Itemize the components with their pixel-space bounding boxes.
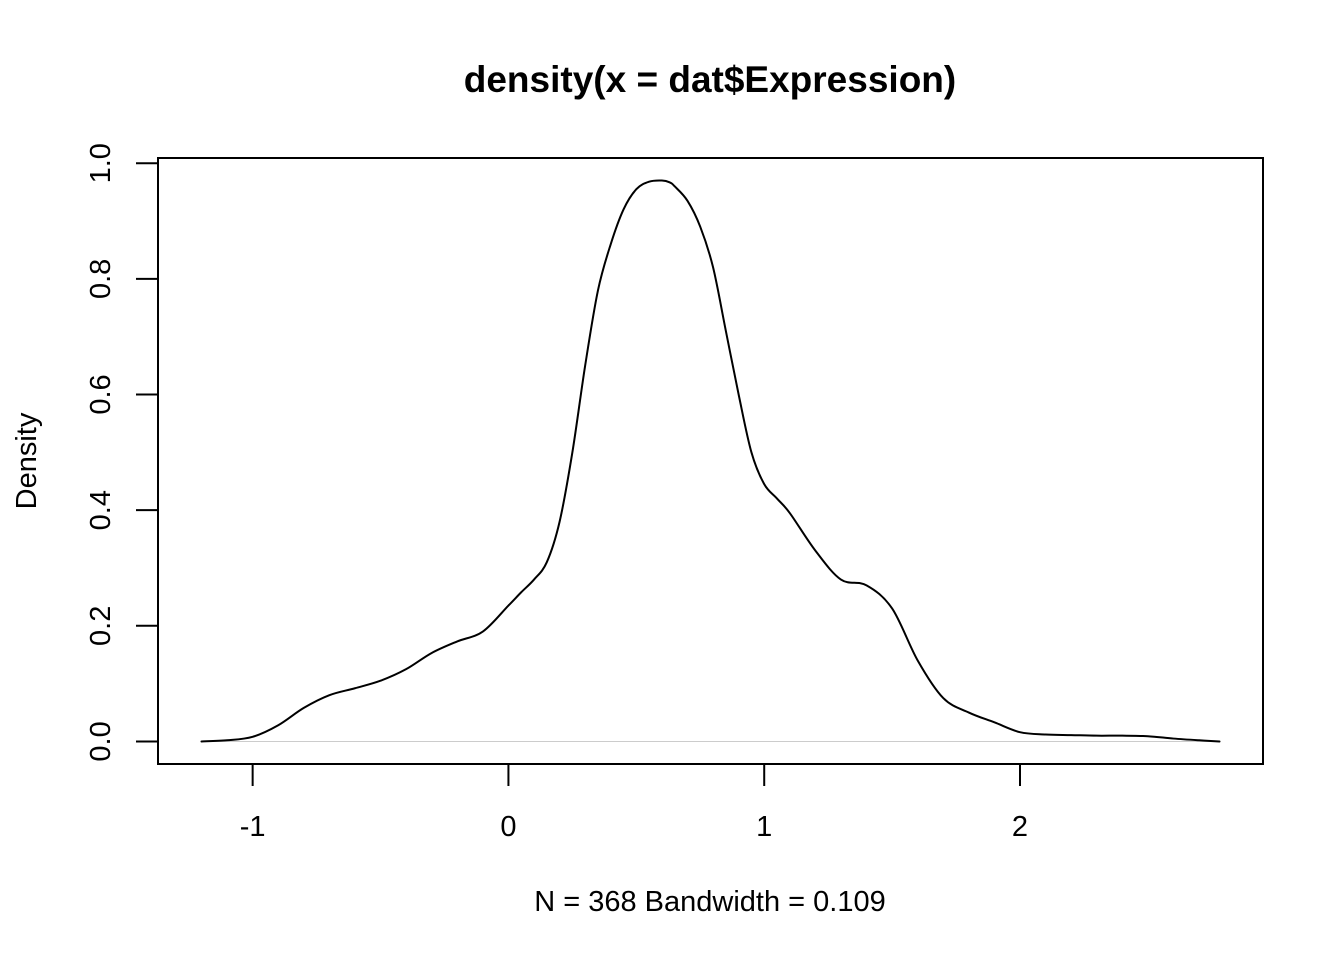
y-tick-label: 0.0 — [85, 721, 117, 761]
y-tick-label: 1.0 — [85, 143, 117, 183]
x-tick-label: 1 — [756, 811, 772, 843]
y-tick-label: 0.2 — [85, 606, 117, 646]
y-tick-label: 0.8 — [85, 259, 117, 299]
x-tick-label: 0 — [500, 811, 516, 843]
y-tick-label: 0.4 — [85, 490, 117, 530]
density-curve — [200, 179, 1221, 743]
x-axis-label: N = 368 Bandwidth = 0.109 — [534, 886, 885, 918]
x-axis: -1 0 1 2 — [240, 763, 1028, 843]
y-axis: 0.0 0.2 0.4 0.6 0.8 1.0 — [85, 143, 159, 762]
x-tick-label: 2 — [1012, 811, 1028, 843]
y-axis-label: Density — [11, 412, 43, 509]
y-tick-label: 0.6 — [85, 374, 117, 414]
chart-title: density(x = dat$Expression) — [464, 59, 956, 100]
x-tick-label: -1 — [240, 811, 266, 843]
